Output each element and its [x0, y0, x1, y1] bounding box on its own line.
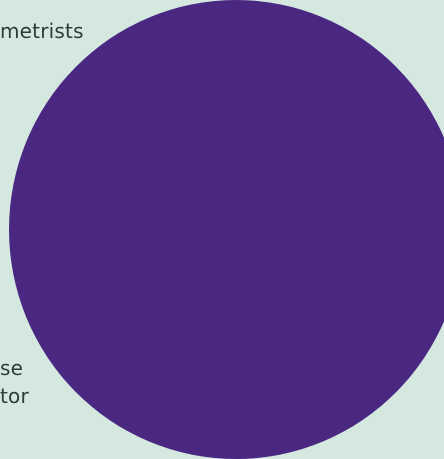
- text-fragment-bottom-2: tor: [0, 384, 29, 408]
- text-fragment-top: metrists: [0, 19, 84, 43]
- purple-circle-shape: [9, 0, 444, 459]
- text-fragment-bottom-1: se: [0, 356, 24, 380]
